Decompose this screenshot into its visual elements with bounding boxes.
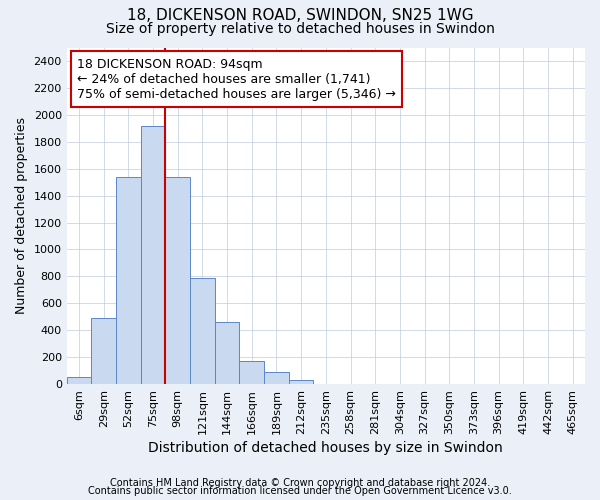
Bar xyxy=(289,380,313,384)
Bar xyxy=(67,376,91,384)
Bar xyxy=(215,322,239,384)
Text: 18, DICKENSON ROAD, SWINDON, SN25 1WG: 18, DICKENSON ROAD, SWINDON, SN25 1WG xyxy=(127,8,473,22)
Bar xyxy=(116,176,141,384)
Y-axis label: Number of detached properties: Number of detached properties xyxy=(15,118,28,314)
Bar xyxy=(141,126,166,384)
Bar xyxy=(264,372,289,384)
Text: Size of property relative to detached houses in Swindon: Size of property relative to detached ho… xyxy=(106,22,494,36)
Bar xyxy=(166,176,190,384)
Bar xyxy=(91,318,116,384)
Text: Contains public sector information licensed under the Open Government Licence v3: Contains public sector information licen… xyxy=(88,486,512,496)
Bar xyxy=(239,360,264,384)
Bar xyxy=(190,278,215,384)
Text: Contains HM Land Registry data © Crown copyright and database right 2024.: Contains HM Land Registry data © Crown c… xyxy=(110,478,490,488)
X-axis label: Distribution of detached houses by size in Swindon: Distribution of detached houses by size … xyxy=(148,441,503,455)
Text: 18 DICKENSON ROAD: 94sqm
← 24% of detached houses are smaller (1,741)
75% of sem: 18 DICKENSON ROAD: 94sqm ← 24% of detach… xyxy=(77,58,396,100)
